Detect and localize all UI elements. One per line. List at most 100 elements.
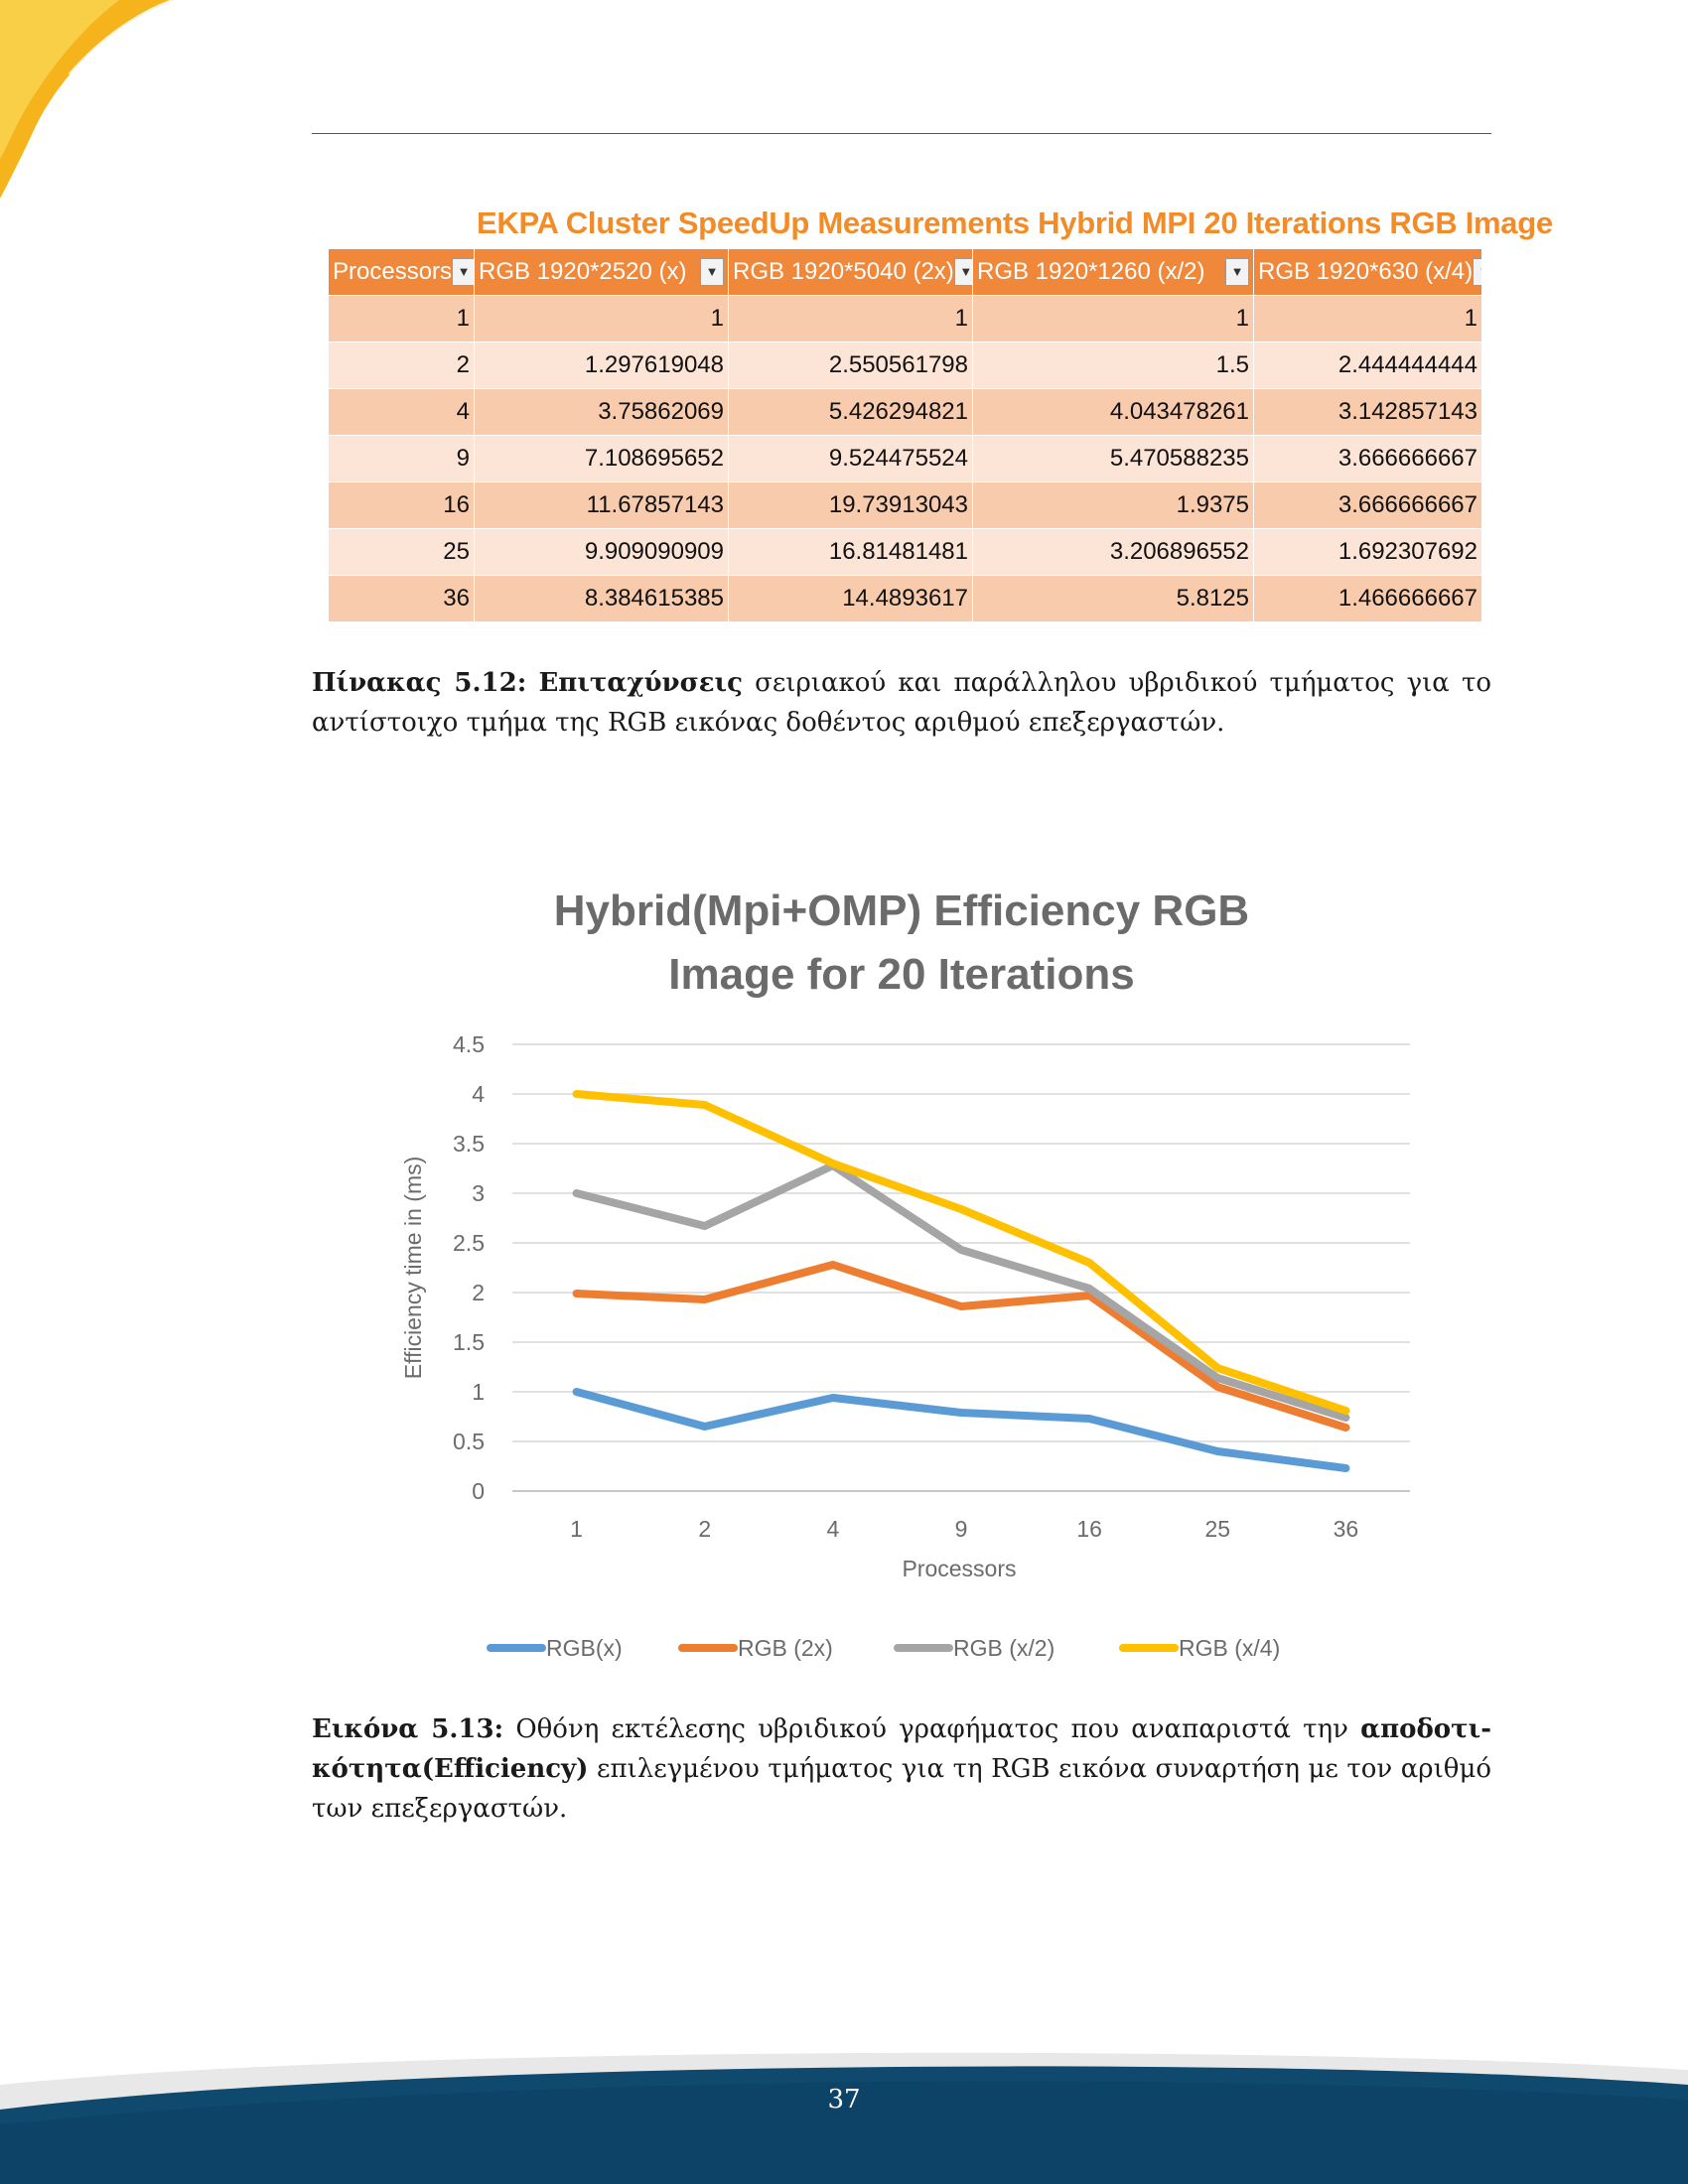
table-cell[interactable]: 5.470588235 bbox=[972, 435, 1254, 482]
chart-title: Image for 20 Iterations bbox=[668, 950, 1134, 999]
x-tick-label: 25 bbox=[1204, 1516, 1230, 1542]
table-row: 25 9.909090909 16.81481481 3.206896552 1.692… bbox=[328, 528, 1482, 576]
column-header[interactable]: RGB 1920*2520 (x) ▼ bbox=[474, 248, 729, 296]
table-row: 9 7.108695652 9.524475524 5.470588235 3.6666… bbox=[328, 435, 1482, 482]
filter-dropdown-icon[interactable]: ▼ bbox=[452, 258, 474, 286]
table-row: 4 3.75862069 5.426294821 4.043478261 3.14285… bbox=[328, 388, 1482, 436]
table-cell[interactable]: 4.043478261 bbox=[972, 388, 1254, 436]
figure-caption-text: Οθόνη εκτέλεσης υβριδικού γραφήματος που… bbox=[503, 1714, 1361, 1744]
filter-dropdown-icon[interactable]: ▼ bbox=[700, 258, 724, 286]
table-cell[interactable]: 11.67857143 bbox=[474, 481, 729, 529]
x-tick-label: 1 bbox=[570, 1516, 583, 1542]
table-cell[interactable]: 25 bbox=[328, 528, 475, 576]
table-cell[interactable]: 36 bbox=[328, 575, 475, 622]
column-header[interactable]: RGB 1920*630 (x/4)▼ bbox=[1253, 248, 1482, 296]
table-cell[interactable]: 1 bbox=[972, 295, 1254, 342]
table-cell[interactable]: 9 bbox=[328, 435, 475, 482]
chart-canvas: Hybrid(Mpi+OMP) Efficiency RGB Image for … bbox=[400, 887, 1410, 1661]
page-number: 37 bbox=[827, 2085, 861, 2115]
filter-dropdown-icon[interactable]: ▼ bbox=[1473, 258, 1481, 286]
y-tick-label: 1.5 bbox=[453, 1329, 485, 1355]
column-header[interactable]: RGB 1920*1260 (x/2) ▼ bbox=[972, 248, 1254, 296]
table-cell[interactable]: 1 bbox=[1253, 295, 1482, 342]
series-line bbox=[572, 1388, 1350, 1472]
table-cell[interactable]: 9.524475524 bbox=[728, 435, 973, 482]
table-cell[interactable]: 7.108695652 bbox=[474, 435, 729, 482]
legend-label: RGB(x) bbox=[546, 1635, 623, 1661]
efficiency-chart: Hybrid(Mpi+OMP) Efficiency RGB Image for … bbox=[312, 854, 1491, 1688]
column-header[interactable]: Processors ▼ bbox=[328, 248, 475, 296]
x-axis-label: Processors bbox=[902, 1556, 1016, 1581]
table-caption: Πίνακας 5.12: Επιταχύνσεις σειριακού και… bbox=[312, 663, 1491, 743]
table-cell[interactable]: 2.550561798 bbox=[728, 341, 973, 389]
table-cell[interactable]: 5.8125 bbox=[972, 575, 1254, 622]
table-cell[interactable]: 2 bbox=[328, 341, 475, 389]
x-tick-label: 4 bbox=[826, 1516, 839, 1542]
series-line bbox=[572, 1090, 1350, 1415]
column-header[interactable]: RGB 1920*5040 (2x) ▼ bbox=[728, 248, 973, 296]
table-cell[interactable]: 1 bbox=[728, 295, 973, 342]
y-tick-label: 4 bbox=[472, 1081, 485, 1107]
column-header-label: RGB 1920*5040 (2x) bbox=[733, 258, 954, 285]
y-tick-label: 0 bbox=[472, 1478, 485, 1504]
table-row: 2 1.297619048 2.550561798 1.5 2.444444444 bbox=[328, 341, 1482, 389]
y-tick-label: 4.5 bbox=[453, 1031, 485, 1057]
filter-dropdown-icon[interactable]: ▼ bbox=[953, 258, 972, 286]
figure-caption-bold: αποδοτι-κότητα(Efficiency) bbox=[312, 1714, 1491, 1784]
table-header-row: Processors ▼ RGB 1920*2520 (x) ▼ RGB 1920*… bbox=[328, 248, 1482, 296]
table-caption-label: Πίνακας 5.12: bbox=[312, 668, 527, 698]
table-caption-bold: Επιταχύνσεις bbox=[538, 668, 743, 698]
table-cell[interactable]: 5.426294821 bbox=[728, 388, 973, 436]
table-caption-text: σειριακού και παράλληλου υβριδικού τμήμα… bbox=[312, 668, 1492, 738]
table-cell[interactable]: 1 bbox=[474, 295, 729, 342]
table-grid: Processors ▼ RGB 1920*2520 (x) ▼ RGB 1920*… bbox=[328, 248, 1482, 622]
y-tick-label: 3 bbox=[472, 1180, 485, 1206]
table-cell[interactable]: 3.206896552 bbox=[972, 528, 1254, 576]
table-cell[interactable]: 14.4893617 bbox=[728, 575, 973, 622]
corner-decoration bbox=[0, 0, 175, 199]
table-cell[interactable]: 3.666666667 bbox=[1253, 481, 1482, 529]
table-cell[interactable]: 3.142857143 bbox=[1253, 388, 1482, 436]
chart-title: Hybrid(Mpi+OMP) Efficiency RGB bbox=[554, 887, 1249, 935]
table-cell[interactable]: 1.692307692 bbox=[1253, 528, 1482, 576]
column-header-label: Processors bbox=[333, 258, 453, 285]
table-cell[interactable]: 16.81481481 bbox=[728, 528, 973, 576]
column-header-label: RGB 1920*630 (x/4) bbox=[1258, 258, 1474, 285]
y-tick-label: 3.5 bbox=[453, 1131, 485, 1157]
column-header-label: RGB 1920*2520 (x) bbox=[479, 258, 687, 285]
filter-dropdown-icon[interactable]: ▼ bbox=[1225, 258, 1249, 286]
y-tick-label: 2.5 bbox=[453, 1230, 485, 1256]
series-line bbox=[572, 1161, 1350, 1422]
column-header-label: RGB 1920*1260 (x/2) bbox=[977, 258, 1205, 285]
table-cell[interactable]: 1 bbox=[328, 295, 475, 342]
table-cell[interactable]: 9.909090909 bbox=[474, 528, 729, 576]
table-cell[interactable]: 16 bbox=[328, 481, 475, 529]
header-rule bbox=[312, 133, 1491, 134]
table-cell[interactable]: 1.9375 bbox=[972, 481, 1254, 529]
table-cell[interactable]: 3.666666667 bbox=[1253, 435, 1482, 482]
figure-caption-text-end: επιλεγμένου τμήματος για τη RGB εικόνα σ… bbox=[312, 1754, 1491, 1824]
legend-label: RGB (x/4) bbox=[1179, 1635, 1280, 1661]
figure-caption-label: Εικόνα 5.13: bbox=[312, 1714, 504, 1744]
table-cell[interactable]: 19.73913043 bbox=[728, 481, 973, 529]
table-cell[interactable]: 2.444444444 bbox=[1253, 341, 1482, 389]
x-tick-label: 36 bbox=[1334, 1516, 1359, 1542]
x-tick-label: 9 bbox=[955, 1516, 968, 1542]
y-tick-label: 0.5 bbox=[453, 1429, 485, 1454]
table-cell[interactable]: 1.466666667 bbox=[1253, 575, 1482, 622]
y-axis-label: Efficiency time in (ms) bbox=[400, 1157, 426, 1380]
table-cell[interactable]: 1.5 bbox=[972, 341, 1254, 389]
y-tick-label: 2 bbox=[472, 1280, 485, 1305]
y-tick-label: 1 bbox=[472, 1379, 485, 1405]
table-cell[interactable]: 1.297619048 bbox=[474, 341, 729, 389]
table-row: 36 8.384615385 14.4893617 5.8125 1.466666667 bbox=[328, 575, 1482, 622]
table-cell[interactable]: 8.384615385 bbox=[474, 575, 729, 622]
table-cell[interactable]: 4 bbox=[328, 388, 475, 436]
table-title: EKPA Cluster SpeedUp Measurements Hybrid… bbox=[477, 205, 1553, 240]
table-cell[interactable]: 3.75862069 bbox=[474, 388, 729, 436]
series-line bbox=[572, 1261, 1350, 1432]
legend-label: RGB (x/2) bbox=[953, 1635, 1055, 1661]
page-footer bbox=[0, 2052, 1688, 2184]
x-tick-label: 16 bbox=[1076, 1516, 1102, 1542]
